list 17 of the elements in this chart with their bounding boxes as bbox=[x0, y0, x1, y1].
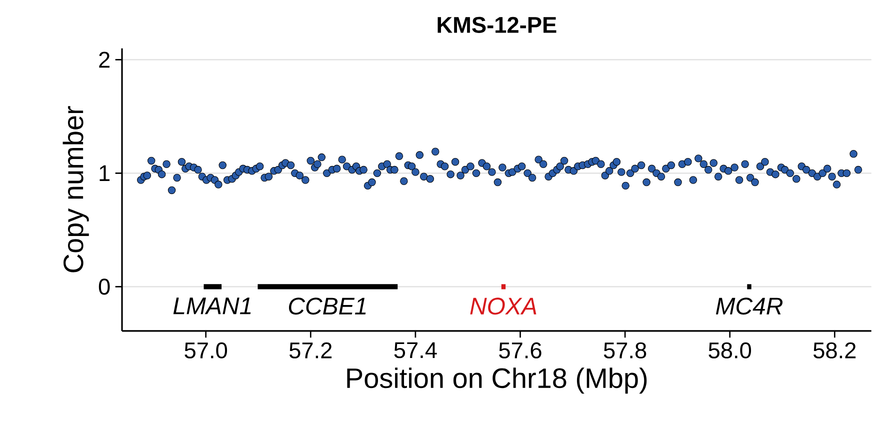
x-tick-label: 57.4 bbox=[394, 342, 437, 358]
x-tick-label: 57.8 bbox=[604, 342, 646, 358]
x-tick-label: 57.6 bbox=[499, 342, 542, 358]
series-label: CCBE1 bbox=[288, 298, 366, 315]
x-tick-label: 58.2 bbox=[813, 342, 856, 358]
x-axis-title: Position on Chr18 (Mbp) bbox=[347, 368, 647, 394]
y-axis-title: Copy number bbox=[62, 106, 89, 272]
y-tick-label: 2 bbox=[99, 52, 110, 68]
y-tick-label: 1 bbox=[100, 165, 110, 181]
series-label: MC4R bbox=[716, 298, 783, 315]
series-label: NOXA bbox=[470, 298, 536, 315]
x-tick-label: 57.0 bbox=[184, 342, 228, 358]
chart-title: KMS-12-PE bbox=[438, 16, 556, 33]
x-tick-label: 58.0 bbox=[708, 342, 752, 358]
x-tick-label: 57.2 bbox=[289, 342, 332, 358]
y-tick-label: 0 bbox=[98, 278, 110, 295]
series-label: LMAN1 bbox=[173, 298, 251, 314]
